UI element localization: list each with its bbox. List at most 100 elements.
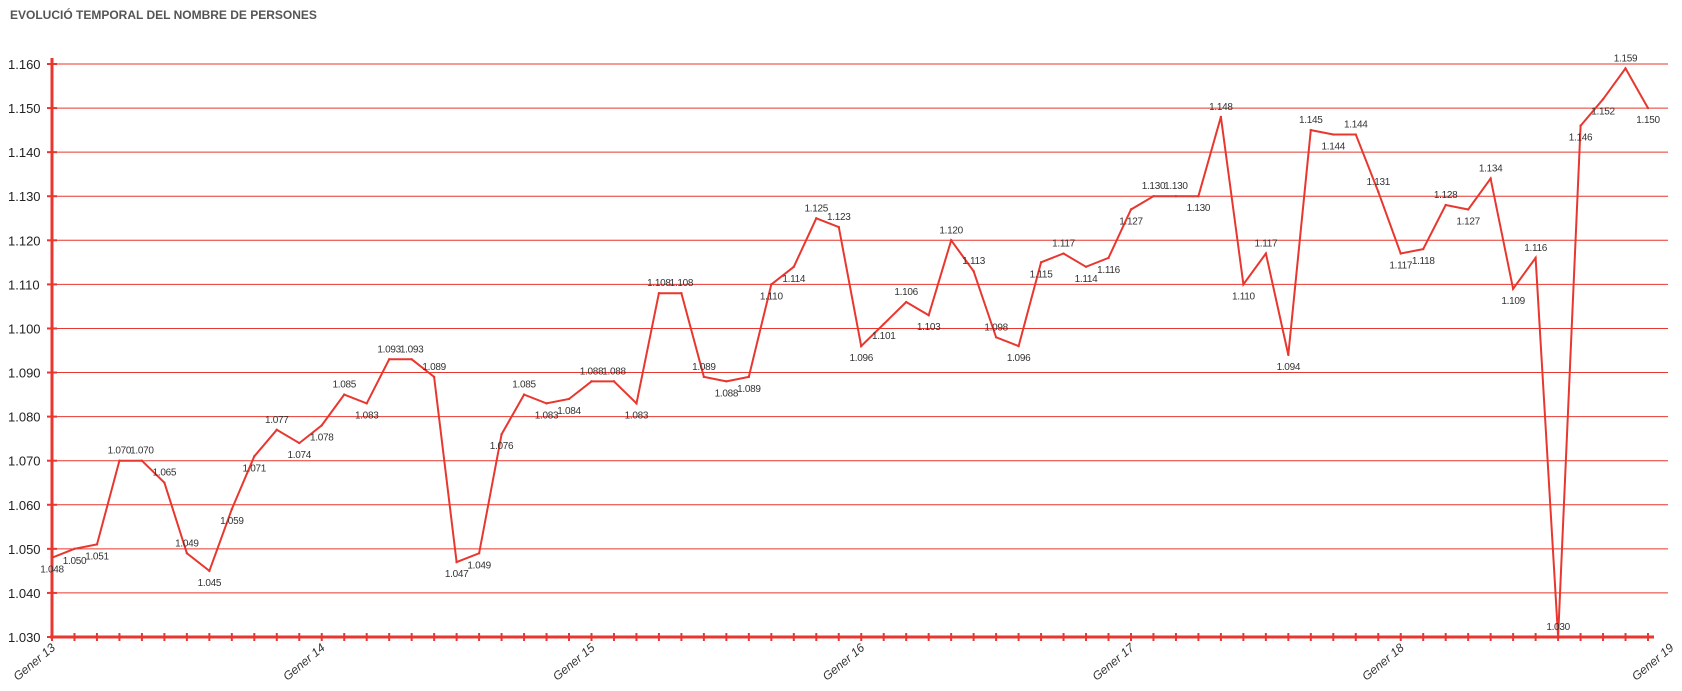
y-tick-label: 1.050 (8, 542, 41, 557)
data-point (1422, 247, 1425, 251)
data-label: 1.089 (737, 384, 761, 395)
data-point (1197, 195, 1200, 198)
data-point (1534, 256, 1537, 260)
data-label: 1.114 (782, 274, 806, 285)
data-point (95, 543, 99, 546)
data-point (365, 402, 368, 405)
data-point (949, 239, 953, 242)
data-label: 1.089 (422, 362, 446, 373)
data-label: 1.098 (984, 322, 1008, 333)
y-tick-label: 1.090 (8, 366, 41, 381)
data-label: 1.148 (1209, 102, 1233, 113)
data-label: 1.150 (1636, 115, 1660, 126)
x-tick-label: Gener 17 (1090, 640, 1138, 684)
data-label: 1.071 (243, 463, 267, 474)
data-label: 1.108 (670, 278, 694, 289)
data-label: 1.088 (602, 366, 626, 377)
y-tick-label: 1.100 (8, 321, 41, 336)
data-point (815, 217, 818, 220)
data-point (1646, 106, 1650, 110)
data-point (1287, 353, 1290, 357)
data-point (1152, 195, 1155, 198)
data-label: 1.088 (580, 366, 604, 377)
data-label: 1.089 (692, 362, 716, 373)
data-point (1624, 67, 1627, 70)
data-point (1242, 283, 1245, 286)
data-label: 1.093 (377, 344, 401, 355)
chart-title: EVOLUCIÓ TEMPORAL DEL NOMBRE DE PERSONES (10, 8, 317, 22)
data-point (163, 481, 166, 484)
data-point (1129, 208, 1133, 211)
data-label: 1.083 (355, 410, 379, 421)
data-label: 1.088 (715, 388, 739, 399)
data-label: 1.120 (939, 225, 963, 236)
data-point (972, 269, 975, 273)
data-label: 1.096 (1007, 353, 1031, 364)
y-tick-label: 1.030 (8, 630, 41, 645)
data-point (477, 552, 481, 555)
data-point (1062, 252, 1065, 255)
data-point (1332, 133, 1335, 136)
data-label: 1.051 (85, 551, 109, 562)
data-point (927, 314, 930, 317)
data-label: 1.049 (467, 560, 491, 571)
y-tick-labels: 1.030 1.040 1.050 1.060 1.070 1.080 1.090 1.100… (8, 57, 41, 645)
data-label: 1.127 (1119, 216, 1143, 227)
data-label: 1.128 (1434, 190, 1458, 201)
data-label: 1.123 (827, 212, 851, 223)
data-point (1219, 115, 1223, 119)
y-tick-label: 1.080 (8, 410, 41, 425)
data-label: 1.070 (130, 446, 154, 457)
data-point (1354, 133, 1357, 136)
y-tick-label: 1.150 (8, 101, 41, 116)
x-tick-label: Gener 13 (11, 640, 59, 683)
data-point (612, 380, 616, 383)
data-point (635, 402, 638, 405)
data-label: 1.110 (760, 291, 784, 302)
data-point (747, 375, 751, 379)
data-point (1039, 261, 1043, 264)
data-point (320, 424, 323, 427)
data-point (1084, 265, 1088, 268)
data-point (275, 428, 278, 432)
y-tick-label: 1.070 (8, 454, 41, 469)
data-point (387, 358, 391, 361)
data-label: 1.083 (535, 410, 559, 421)
data-label: 1.050 (63, 556, 87, 567)
data-label: 1.118 (1412, 256, 1436, 267)
data-point (343, 393, 346, 396)
data-point (725, 380, 728, 383)
data-label: 1.103 (917, 322, 941, 333)
data-point (522, 393, 526, 396)
data-label: 1.101 (872, 331, 896, 342)
series-polyline (51, 66, 1649, 638)
data-point (208, 569, 211, 573)
data-label: 1.116 (1097, 265, 1121, 276)
data-label: 1.047 (445, 569, 469, 580)
y-tick-label: 1.120 (8, 233, 41, 248)
y-tick-label: 1.110 (8, 277, 40, 292)
data-label: 1.125 (805, 203, 829, 214)
data-point (410, 358, 413, 361)
y-tick-label: 1.060 (8, 498, 41, 513)
data-point (680, 292, 683, 295)
x-tick-label: Gener 19 (1629, 640, 1677, 683)
data-label: 1.065 (153, 468, 177, 479)
data-label: 1.085 (512, 380, 536, 391)
data-label: 1.094 (1277, 362, 1301, 373)
data-label: 1.030 (1546, 622, 1570, 633)
y-tick-label: 1.140 (8, 145, 41, 160)
data-label: 1.070 (108, 446, 132, 457)
data-label: 1.117 (1389, 261, 1413, 272)
x-tick-label: Gener 16 (820, 640, 868, 683)
data-label: 1.106 (894, 287, 918, 298)
data-point (1466, 208, 1470, 211)
data-point (1377, 190, 1380, 194)
data-label: 1.145 (1299, 115, 1323, 126)
data-point (1579, 124, 1582, 127)
data-point (1489, 177, 1492, 180)
data-label: 1.110 (1232, 291, 1256, 302)
data-point (500, 433, 503, 436)
y-tick-label: 1.040 (8, 586, 41, 601)
